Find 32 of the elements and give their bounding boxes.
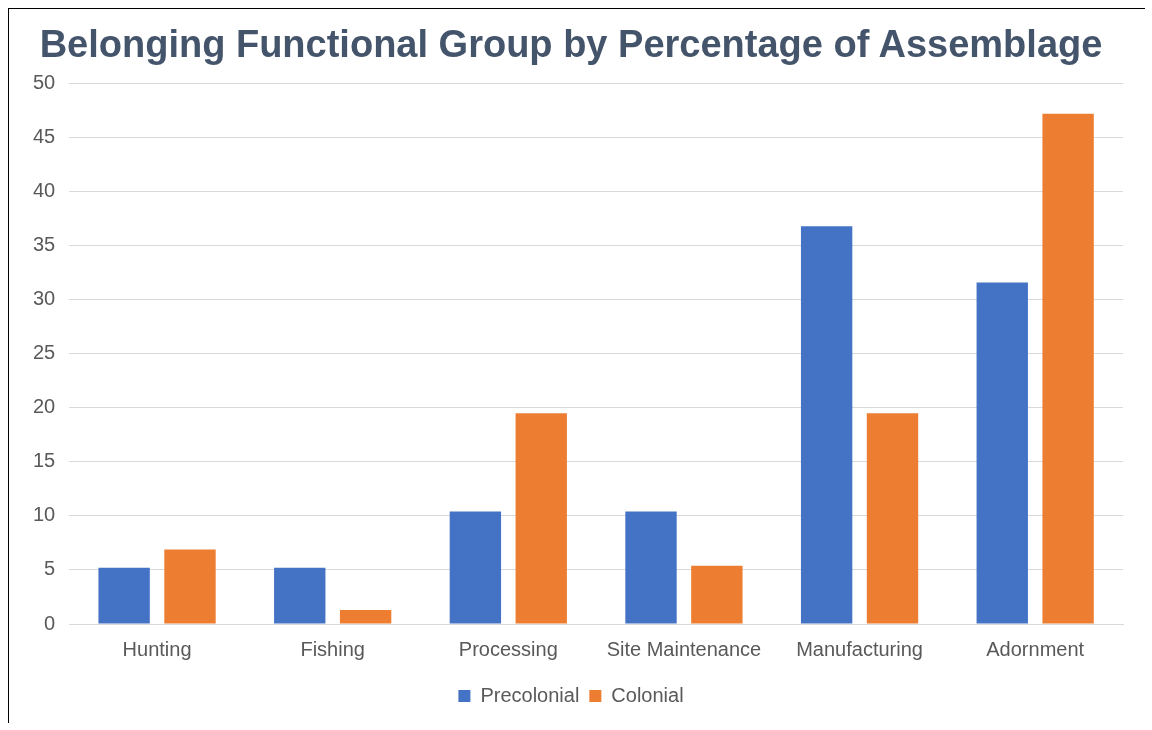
- y-tick-label: 20: [33, 395, 56, 418]
- chart-title: Belonging Functional Group by Percentage of Assemblage: [39, 23, 1103, 66]
- legend-label: Colonial: [611, 683, 684, 706]
- x-tick-label: Processing: [458, 637, 558, 660]
- x-tick-label: Hunting: [122, 637, 192, 660]
- x-tick-label: Manufacturing: [796, 637, 923, 660]
- legend-label: Precolonial: [480, 683, 580, 706]
- bar: [625, 511, 677, 624]
- x-tick-label: Site Maintenance: [606, 637, 762, 660]
- x-tick-label: Fishing: [300, 637, 365, 660]
- y-tick-label: 35: [33, 233, 56, 256]
- bar: [274, 567, 326, 624]
- bar: [98, 567, 150, 624]
- y-tick-label: 5: [44, 557, 56, 580]
- y-tick-label: 10: [33, 503, 56, 526]
- bar: [164, 549, 216, 624]
- bar: [339, 609, 392, 624]
- y-tick-label: 0: [44, 611, 56, 634]
- bar: [1042, 113, 1094, 624]
- y-tick-label: 25: [33, 341, 56, 364]
- y-tick-label: 40: [33, 179, 56, 202]
- bar: [866, 413, 919, 624]
- x-tick-label: Adornment: [986, 637, 1085, 660]
- y-tick-label: 30: [33, 287, 56, 310]
- y-tick-label: 50: [33, 71, 56, 94]
- bar: [976, 282, 1028, 624]
- bar: [449, 511, 502, 624]
- y-tick-label: 15: [33, 449, 56, 472]
- bar: [515, 413, 567, 624]
- bar: [800, 226, 853, 624]
- y-tick-label: 45: [33, 125, 56, 148]
- bar: [691, 565, 743, 624]
